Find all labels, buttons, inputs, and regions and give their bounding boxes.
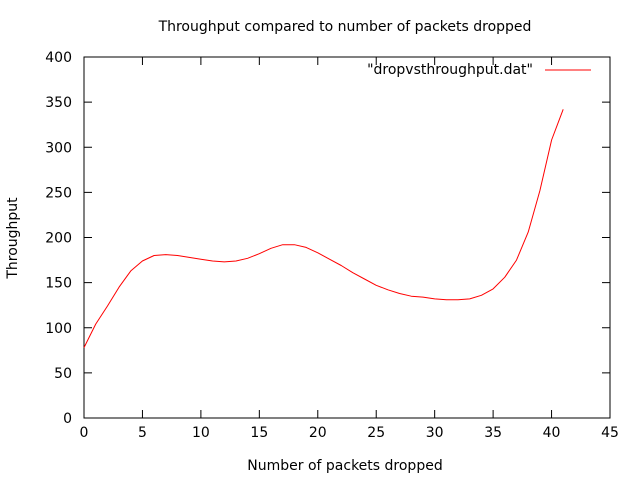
y-tick-label: 300	[45, 140, 72, 156]
y-tick-label: 50	[54, 366, 72, 382]
y-tick-label: 400	[45, 50, 72, 66]
y-tick-label: 0	[63, 411, 72, 427]
y-tick-label: 200	[45, 231, 72, 247]
plot-frame	[83, 56, 611, 419]
legend: "dropvsthroughput.dat"	[367, 62, 591, 78]
legend-label: "dropvsthroughput.dat"	[367, 62, 533, 78]
x-axis-label: Number of packets dropped	[247, 458, 442, 474]
x-tick-label: 15	[250, 425, 268, 441]
x-tick-label: 5	[138, 425, 147, 441]
x-tick-label: 40	[543, 425, 561, 441]
x-tick-label: 20	[309, 425, 327, 441]
x-tick-label: 0	[80, 425, 89, 441]
chart-title: Throughput compared to number of packets…	[158, 19, 532, 35]
x-tick-label: 35	[484, 425, 502, 441]
y-tick-label: 350	[45, 95, 72, 111]
x-tick-label: 30	[426, 425, 444, 441]
y-axis-label: Throughput	[5, 197, 21, 280]
x-tick-label: 10	[192, 425, 210, 441]
y-tick-label: 250	[45, 185, 72, 201]
y-tick-label: 150	[45, 276, 72, 292]
y-tick-label: 100	[45, 321, 72, 337]
series-line	[83, 109, 564, 348]
x-tick-label: 25	[367, 425, 385, 441]
x-tick-label: 45	[601, 425, 619, 441]
